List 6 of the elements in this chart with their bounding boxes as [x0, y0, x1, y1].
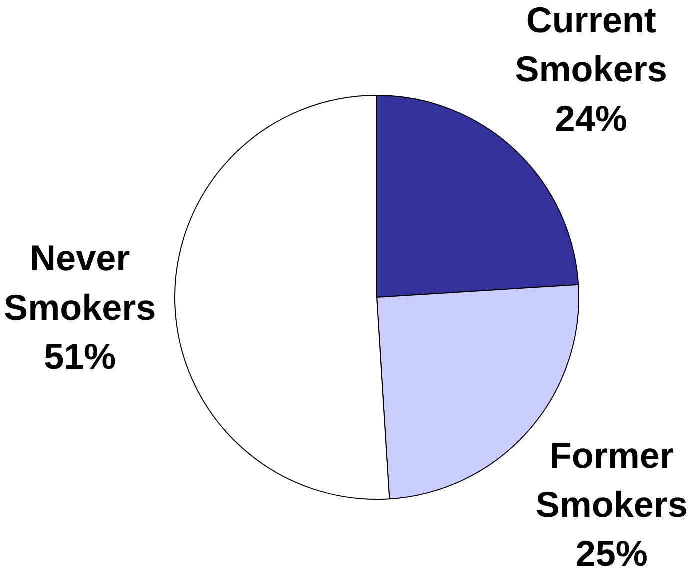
data-label: 51% [44, 336, 116, 378]
data-label: 24% [555, 98, 628, 139]
slice-label: Current Smokers [515, 0, 668, 90]
slice-label: Never Smokers [4, 238, 156, 328]
data-label: 25% [576, 533, 648, 574]
slice-label: Former Smokers [536, 434, 688, 526]
